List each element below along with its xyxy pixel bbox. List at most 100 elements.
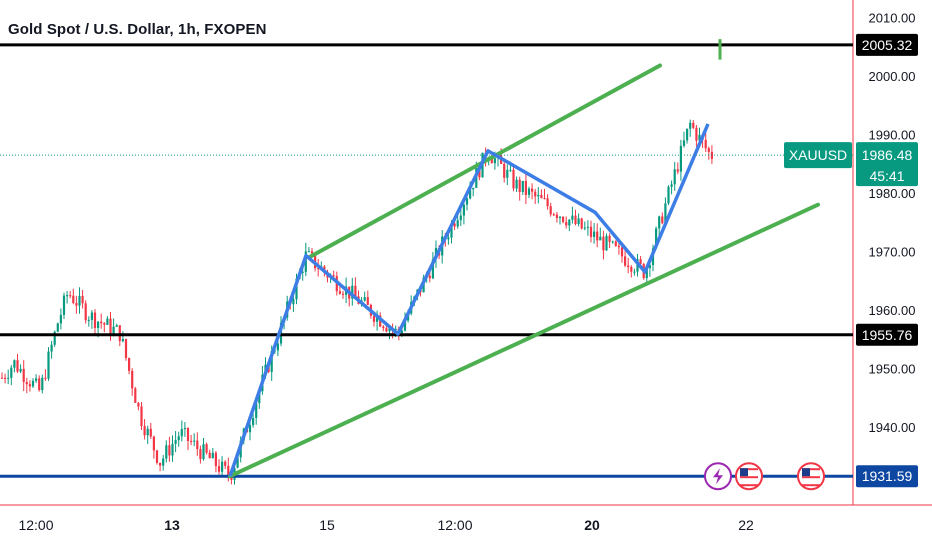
candle-body [97, 321, 100, 329]
candle-body [589, 226, 593, 237]
lightning-event-icon[interactable] [704, 462, 732, 491]
candle-body [509, 169, 512, 171]
candle-body [35, 378, 38, 381]
candle [462, 202, 465, 225]
candle-body [627, 265, 630, 268]
candle-body [112, 326, 115, 335]
candle [78, 287, 81, 314]
candle [115, 323, 118, 328]
candle-body [515, 179, 518, 189]
candle-body [168, 445, 171, 456]
candle [149, 422, 152, 440]
candle-body [50, 344, 53, 352]
candle [44, 369, 47, 381]
candle [84, 300, 87, 324]
candle [515, 176, 518, 193]
candle-body [562, 216, 565, 222]
candle [106, 316, 109, 326]
candle [25, 377, 28, 394]
candle [661, 212, 664, 225]
candle-body [512, 169, 515, 189]
candle-body [655, 228, 658, 249]
candle-body [258, 391, 261, 404]
candle-body [602, 236, 605, 251]
candle-body [689, 122, 692, 129]
candle-body [620, 247, 624, 257]
candle-body [211, 452, 214, 459]
candle-body [388, 328, 391, 332]
candle-body [608, 235, 611, 242]
candle-body [62, 295, 66, 315]
candle-body [307, 251, 310, 253]
candle-body [41, 377, 44, 391]
candle [552, 212, 555, 216]
candle-body [128, 358, 131, 371]
candle-body [667, 186, 670, 204]
candle [695, 125, 698, 147]
candle-body [568, 219, 571, 226]
candle [627, 257, 630, 274]
candle [562, 216, 565, 224]
symbol-label: XAUUSD [789, 147, 847, 163]
candle [140, 401, 143, 431]
candle [679, 139, 682, 181]
candle [568, 219, 571, 232]
candle-body [109, 318, 112, 335]
candle-body [527, 188, 531, 195]
x-axis-tick-label: 12:00 [437, 517, 472, 533]
candle [574, 209, 577, 226]
candle [614, 240, 617, 247]
candle [41, 374, 44, 394]
candle [692, 120, 695, 130]
candle-body [174, 440, 177, 444]
candle [186, 427, 190, 451]
candle [292, 295, 295, 312]
price-label: 1931.59 [862, 468, 913, 484]
candle-body [599, 236, 602, 241]
candle [19, 364, 22, 374]
candle [168, 436, 171, 462]
candle-body [586, 226, 589, 228]
candle [16, 353, 19, 374]
candle [100, 313, 103, 329]
candle [183, 422, 186, 437]
y-axis-tick-label: 1950.00 [869, 362, 916, 377]
candle-body [7, 377, 10, 379]
candle [686, 128, 689, 144]
candle [472, 187, 475, 197]
candle-body [100, 321, 103, 324]
candle-body [124, 339, 128, 359]
candle [521, 180, 524, 195]
candle-body [236, 457, 239, 468]
candle-body [171, 443, 174, 456]
candle [75, 295, 78, 314]
candle-body [295, 278, 298, 300]
candle-body [310, 251, 314, 254]
candle-body [199, 449, 202, 460]
candle-body [143, 426, 146, 436]
candle [69, 291, 72, 299]
candle [177, 431, 180, 447]
us-flag-event-icon[interactable] [735, 462, 763, 491]
candle [577, 213, 580, 227]
candle [605, 233, 608, 251]
x-axis-tick-label: 15 [319, 517, 335, 533]
candle [602, 230, 605, 260]
candle-body [363, 297, 366, 301]
candle-body [382, 326, 385, 329]
candle-body [338, 291, 341, 294]
chart-title: Gold Spot / U.S. Dollar, 1h, FXOPEN [8, 21, 267, 38]
candle-body [686, 128, 689, 141]
candle [363, 291, 366, 302]
candle-body [540, 194, 543, 199]
candle-body [453, 223, 456, 227]
candle-body [193, 440, 196, 442]
candle-body [645, 267, 648, 279]
candle [152, 435, 155, 459]
candle-body [670, 184, 673, 187]
candle-body [214, 452, 217, 467]
us-flag-event-icon[interactable] [797, 462, 825, 491]
candle [10, 365, 13, 386]
